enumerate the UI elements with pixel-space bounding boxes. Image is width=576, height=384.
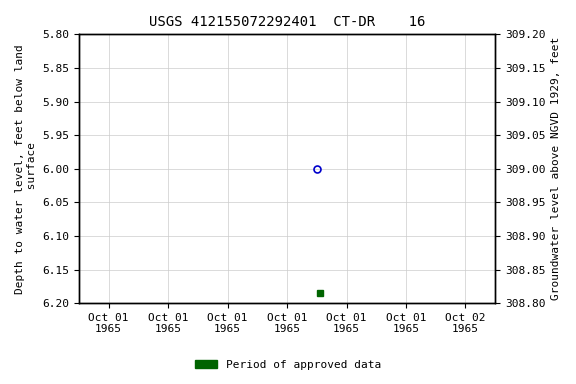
Title: USGS 412155072292401  CT-DR    16: USGS 412155072292401 CT-DR 16 — [149, 15, 425, 29]
Legend: Period of approved data: Period of approved data — [191, 356, 385, 375]
Y-axis label: Depth to water level, feet below land
 surface: Depth to water level, feet below land su… — [15, 44, 37, 294]
Y-axis label: Groundwater level above NGVD 1929, feet: Groundwater level above NGVD 1929, feet — [551, 37, 561, 300]
